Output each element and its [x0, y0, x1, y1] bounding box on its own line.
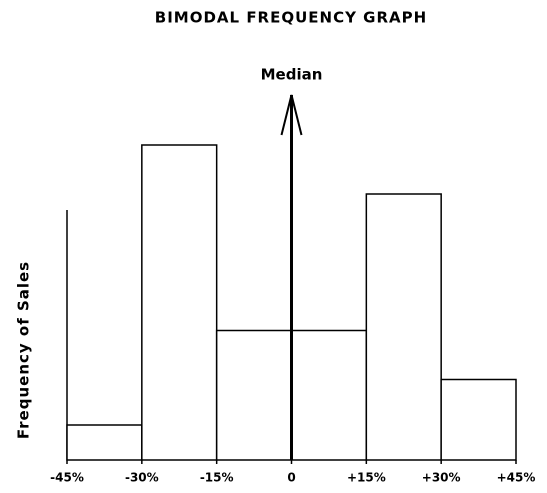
x-tick-label: -30%	[125, 471, 159, 485]
annotation: Median	[261, 66, 323, 84]
chart-title: BIMODAL FREQUENCY GRAPH	[155, 9, 427, 27]
x-tick-label: +45%	[497, 471, 536, 485]
bar	[66, 424, 143, 461]
bar	[365, 193, 442, 461]
bar	[440, 378, 517, 461]
x-tick-label: +15%	[347, 471, 386, 485]
x-tick-label: -15%	[200, 471, 234, 485]
x-tick-label: -45%	[50, 471, 84, 485]
y-axis-label: Frequency of Sales	[15, 261, 33, 439]
median-arrowhead	[280, 94, 303, 136]
x-tick-label: +30%	[422, 471, 461, 485]
x-tick-label: 0	[287, 471, 295, 485]
bar	[141, 144, 218, 461]
